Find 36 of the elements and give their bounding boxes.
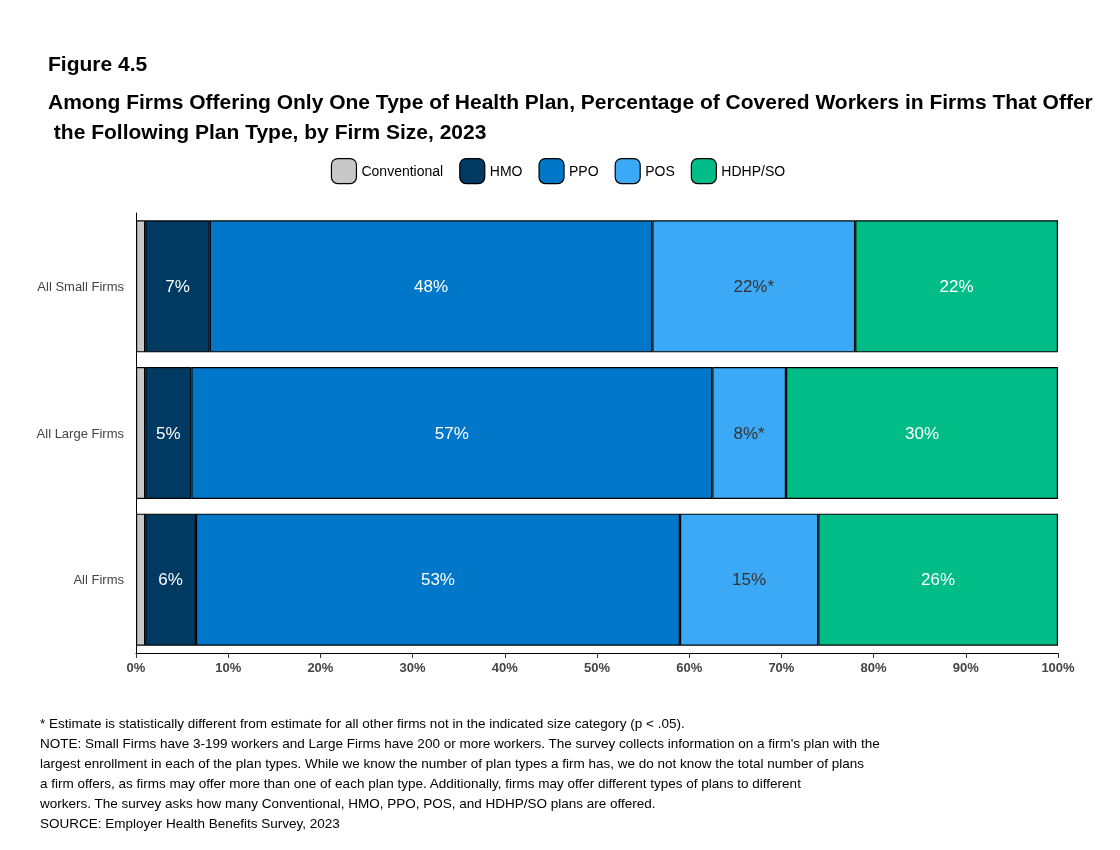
- legend-label: HDHP/SO: [721, 163, 786, 180]
- x-tick-label: 50%: [583, 660, 611, 675]
- y-tick-label: All Firms: [73, 572, 125, 588]
- data-label: 53%: [420, 570, 455, 590]
- data-label: 22%: [939, 276, 974, 296]
- text: * Estimate is statistically different from estimate for all other firms not in the indicated size category (p < .05).: [40, 715, 685, 731]
- x-tick-label: 100%: [1041, 660, 1076, 675]
- x-tick-label: 60%: [676, 660, 703, 675]
- y-tick-label: All Small Firms: [37, 278, 125, 294]
- legend-label: PPO: [569, 163, 599, 180]
- x-tick-label: 80%: [860, 660, 888, 675]
- x-tick-label: 20%: [307, 660, 334, 675]
- data-label: 5%: [155, 423, 181, 443]
- chart-title: Figure 4.5: [48, 52, 148, 75]
- text: NOTE: Small Firms have 3-199 workers and Large Firms have 200 or more workers. The survey collects information on a firm's plan with the largest enrollment in each of the plan types. While we know the number of plan types a firm has, we do not know the total number of plans a firm offers, as firms may offer more than one of each plan type. Additionally, firms may offer different types of plans to different workers. The survey asks how many Conventional, HMO, PPO, POS, and HDHP/SO plans are offered.: [39, 735, 884, 811]
- data-label: 30%: [904, 423, 940, 443]
- data-label: 15%: [732, 570, 767, 590]
- source-note: SOURCE: Employer Health Benefits Survey, 2023: [40, 815, 340, 831]
- legend-label: Conventional: [361, 163, 444, 180]
- x-tick-label: 10%: [215, 660, 242, 675]
- legend-label: POS: [645, 163, 675, 180]
- data-label: 6%: [158, 570, 183, 590]
- data-label: 22%*: [733, 276, 775, 296]
- chart-subtitle: Among Firms Offering Only One Type of Health Plan, Percentage of Covered Workers in Firms That Offer the Following Plan Type, by Firm Size, 2023: [48, 89, 1093, 143]
- data-label: 57%: [434, 423, 469, 443]
- x-tick-label: 70%: [768, 660, 795, 675]
- data-label: 8%*: [733, 423, 766, 443]
- data-label: 7%: [165, 276, 190, 296]
- x-tick-label: 0%: [126, 660, 146, 675]
- x-tick-label: 30%: [399, 660, 427, 675]
- data-label: 26%: [921, 570, 956, 590]
- y-tick-label: All Large Firms: [36, 425, 125, 441]
- x-tick-label: 90%: [952, 660, 980, 675]
- legend-label: HMO: [489, 163, 523, 180]
- x-tick-label: 40%: [491, 660, 519, 675]
- data-label: 48%: [414, 276, 449, 296]
